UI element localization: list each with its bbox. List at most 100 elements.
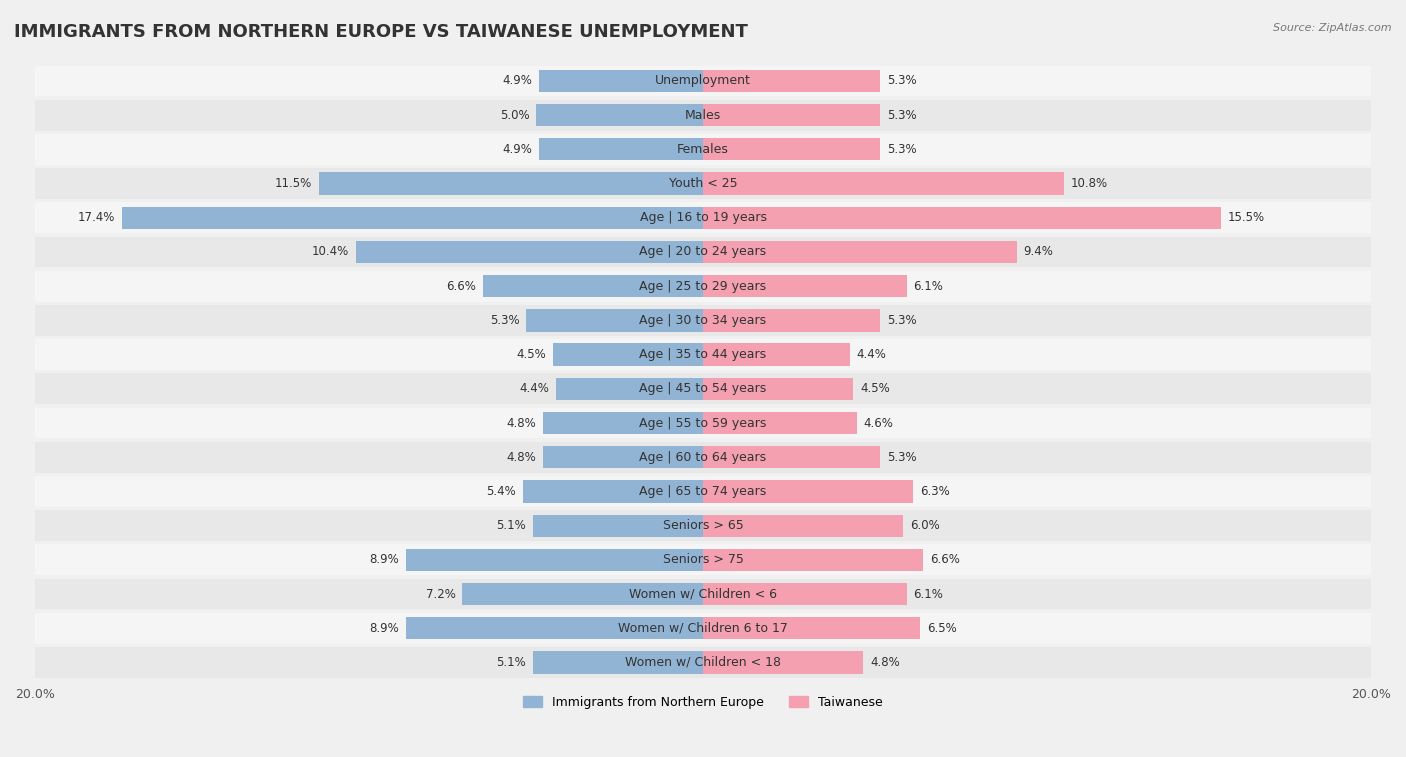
Bar — [703, 481, 914, 503]
Bar — [406, 617, 703, 640]
Text: Age | 20 to 24 years: Age | 20 to 24 years — [640, 245, 766, 258]
Text: Unemployment: Unemployment — [655, 74, 751, 88]
Bar — [319, 173, 703, 195]
Bar — [122, 207, 703, 229]
Text: 6.1%: 6.1% — [914, 279, 943, 293]
Text: 4.5%: 4.5% — [516, 348, 546, 361]
Bar — [555, 378, 703, 400]
Bar — [703, 173, 1064, 195]
Bar — [482, 275, 703, 298]
Bar — [703, 104, 880, 126]
Text: 4.4%: 4.4% — [856, 348, 887, 361]
Text: 4.6%: 4.6% — [863, 416, 893, 429]
Text: 17.4%: 17.4% — [77, 211, 115, 224]
Text: 5.3%: 5.3% — [887, 74, 917, 88]
Text: Age | 65 to 74 years: Age | 65 to 74 years — [640, 485, 766, 498]
Text: 5.3%: 5.3% — [887, 450, 917, 464]
Bar — [703, 378, 853, 400]
Bar — [703, 275, 907, 298]
Bar — [703, 617, 920, 640]
Bar — [543, 412, 703, 434]
Bar — [406, 549, 703, 571]
Text: 4.4%: 4.4% — [519, 382, 550, 395]
Bar — [35, 578, 1371, 609]
Text: 6.0%: 6.0% — [910, 519, 939, 532]
Text: Age | 60 to 64 years: Age | 60 to 64 years — [640, 450, 766, 464]
Bar — [703, 139, 880, 160]
Text: 8.9%: 8.9% — [370, 553, 399, 566]
Text: Age | 45 to 54 years: Age | 45 to 54 years — [640, 382, 766, 395]
Text: 5.3%: 5.3% — [489, 314, 519, 327]
Text: Age | 35 to 44 years: Age | 35 to 44 years — [640, 348, 766, 361]
Bar — [703, 446, 880, 469]
Bar — [35, 647, 1371, 678]
Bar — [703, 549, 924, 571]
Bar — [35, 66, 1371, 96]
Text: 10.4%: 10.4% — [312, 245, 349, 258]
Bar — [533, 651, 703, 674]
Bar — [553, 344, 703, 366]
Text: Females: Females — [678, 143, 728, 156]
Bar — [703, 310, 880, 332]
Bar — [35, 134, 1371, 165]
Text: 6.1%: 6.1% — [914, 587, 943, 600]
Bar — [703, 207, 1220, 229]
Text: 5.1%: 5.1% — [496, 656, 526, 669]
Bar — [35, 544, 1371, 575]
Bar — [703, 651, 863, 674]
Text: 11.5%: 11.5% — [276, 177, 312, 190]
Text: 6.5%: 6.5% — [927, 621, 956, 635]
Bar — [35, 271, 1371, 301]
Text: Age | 55 to 59 years: Age | 55 to 59 years — [640, 416, 766, 429]
Text: 15.5%: 15.5% — [1227, 211, 1264, 224]
Text: Seniors > 75: Seniors > 75 — [662, 553, 744, 566]
Text: 6.6%: 6.6% — [931, 553, 960, 566]
Text: 4.8%: 4.8% — [506, 450, 536, 464]
Bar — [35, 510, 1371, 541]
Bar — [703, 70, 880, 92]
Text: Women w/ Children < 6: Women w/ Children < 6 — [628, 587, 778, 600]
Text: Source: ZipAtlas.com: Source: ZipAtlas.com — [1274, 23, 1392, 33]
Bar — [703, 583, 907, 605]
Text: 5.3%: 5.3% — [887, 109, 917, 122]
Bar — [356, 241, 703, 263]
Text: 5.3%: 5.3% — [887, 314, 917, 327]
Bar — [526, 310, 703, 332]
Legend: Immigrants from Northern Europe, Taiwanese: Immigrants from Northern Europe, Taiwane… — [519, 691, 887, 714]
Bar — [523, 481, 703, 503]
Bar — [533, 515, 703, 537]
Bar — [543, 446, 703, 469]
Text: Age | 30 to 34 years: Age | 30 to 34 years — [640, 314, 766, 327]
Text: Women w/ Children < 18: Women w/ Children < 18 — [626, 656, 780, 669]
Text: 7.2%: 7.2% — [426, 587, 456, 600]
Bar — [536, 104, 703, 126]
Bar — [35, 202, 1371, 233]
Text: 5.1%: 5.1% — [496, 519, 526, 532]
Text: Age | 25 to 29 years: Age | 25 to 29 years — [640, 279, 766, 293]
Text: 4.8%: 4.8% — [870, 656, 900, 669]
Text: Age | 16 to 19 years: Age | 16 to 19 years — [640, 211, 766, 224]
Bar — [35, 476, 1371, 507]
Bar — [540, 70, 703, 92]
Bar — [35, 100, 1371, 130]
Bar — [35, 407, 1371, 438]
Text: 5.3%: 5.3% — [887, 143, 917, 156]
Text: 6.3%: 6.3% — [920, 485, 950, 498]
Bar — [703, 515, 904, 537]
Bar — [35, 373, 1371, 404]
Bar — [703, 412, 856, 434]
Text: 6.6%: 6.6% — [446, 279, 475, 293]
Bar — [35, 339, 1371, 370]
Bar — [35, 168, 1371, 199]
Text: 5.4%: 5.4% — [486, 485, 516, 498]
Bar — [703, 344, 851, 366]
Text: 8.9%: 8.9% — [370, 621, 399, 635]
Text: 5.0%: 5.0% — [499, 109, 529, 122]
Bar — [35, 613, 1371, 643]
Text: 4.5%: 4.5% — [860, 382, 890, 395]
Bar — [540, 139, 703, 160]
Text: 4.8%: 4.8% — [506, 416, 536, 429]
Bar — [35, 442, 1371, 472]
Text: 9.4%: 9.4% — [1024, 245, 1053, 258]
Text: Seniors > 65: Seniors > 65 — [662, 519, 744, 532]
